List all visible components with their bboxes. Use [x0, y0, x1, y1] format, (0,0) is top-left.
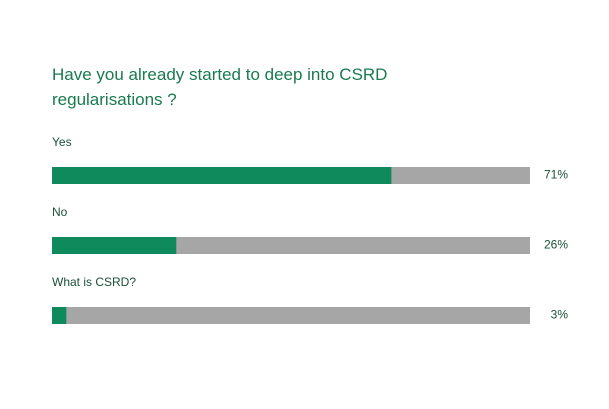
chart-title: Have you already started to deep into CS…: [52, 65, 388, 109]
value-label: 3%: [551, 308, 569, 322]
bar: [52, 307, 67, 324]
category-label: What is CSRD?: [52, 275, 136, 289]
value-label: 71%: [544, 168, 568, 182]
bar: [52, 167, 392, 184]
value-label: 26%: [544, 238, 568, 252]
category-label: Yes: [52, 135, 72, 149]
bar: [52, 237, 177, 254]
category-label: No: [52, 205, 68, 219]
bar-track: [52, 307, 530, 324]
